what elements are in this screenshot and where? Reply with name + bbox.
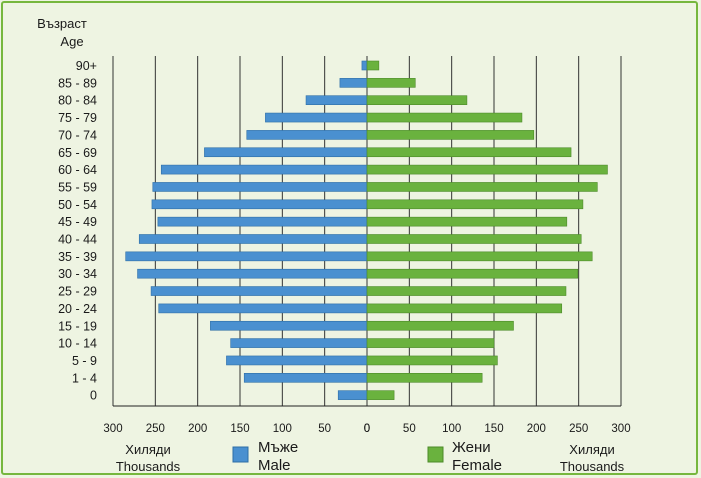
- age-label: 30 - 34: [58, 267, 97, 281]
- bar-male-5: [204, 147, 368, 158]
- bar-female-8: [366, 199, 584, 210]
- bar-male-19: [337, 390, 368, 400]
- x-tick-label-center-0: 0: [364, 423, 370, 435]
- bar-male-4: [246, 130, 368, 140]
- bar-female-4: [366, 130, 535, 140]
- x-tick-label-left-200: 200: [188, 423, 207, 435]
- x-tick-label-left-50: 50: [318, 423, 331, 435]
- age-label: 1 - 4: [72, 371, 97, 385]
- x-tick-label-left-150: 150: [230, 423, 249, 435]
- unit-label-right-en: Thousands: [560, 459, 625, 474]
- age-label: 45 - 49: [58, 215, 97, 229]
- age-label: 5 - 9: [72, 354, 97, 368]
- bar-male-12: [137, 268, 368, 279]
- age-label: 20 - 24: [58, 302, 97, 316]
- age-label: 50 - 54: [58, 198, 97, 212]
- x-tick-label-left-100: 100: [273, 423, 292, 435]
- x-tick-label-right-250: 250: [569, 423, 588, 435]
- age-label: 85 - 89: [58, 76, 97, 90]
- bar-male-15: [210, 320, 368, 331]
- x-tick-label-right-50: 50: [403, 423, 416, 435]
- bar-female-12: [366, 268, 579, 279]
- bar-male-1: [339, 78, 368, 88]
- age-label: 0: [90, 389, 97, 403]
- bar-male-7: [152, 182, 368, 192]
- bar-female-16: [366, 338, 495, 348]
- x-tick-label-right-300: 300: [611, 423, 630, 435]
- bar-female-3: [366, 112, 523, 123]
- bar-male-16: [230, 338, 368, 348]
- bar-male-11: [125, 251, 368, 262]
- bar-female-9: [366, 216, 568, 227]
- bar-female-11: [366, 251, 593, 262]
- bar-male-14: [158, 303, 368, 314]
- age-label: 80 - 84: [58, 94, 97, 108]
- age-label: 90+: [76, 59, 97, 73]
- bar-female-0: [366, 60, 380, 71]
- bars: [125, 60, 608, 400]
- unit-label-left-bg: Хиляди: [125, 442, 170, 457]
- bar-male-10: [138, 234, 368, 244]
- age-label: 55 - 59: [58, 180, 97, 194]
- bar-female-17: [366, 355, 498, 366]
- age-label: 25 - 29: [58, 285, 97, 299]
- unit-label-right-bg: Хиляди: [569, 442, 614, 457]
- age-label: 75 - 79: [58, 111, 97, 125]
- age-label: 40 - 44: [58, 233, 97, 247]
- bar-male-9: [157, 216, 368, 227]
- legend-swatch-female: [427, 446, 444, 463]
- bar-female-13: [366, 286, 567, 296]
- gridlines: [112, 56, 622, 406]
- x-tick-label-right-200: 200: [527, 423, 546, 435]
- bar-female-2: [366, 95, 468, 105]
- bar-female-14: [366, 303, 563, 314]
- age-label: 70 - 74: [58, 128, 97, 142]
- age-label: 10 - 14: [58, 337, 97, 351]
- bar-female-1: [366, 78, 416, 88]
- legend-label-female-en: Female: [452, 457, 502, 474]
- y-axis-title-en: Age: [60, 34, 83, 49]
- age-labels: 90+ 85 - 89 80 - 84 75 - 79 70 - 74 65 - 69 60…: [58, 59, 97, 403]
- x-tick-label-left-0: 0: [364, 423, 370, 435]
- bar-male-0: [361, 60, 368, 71]
- unit-label-left-en: Thousands: [116, 459, 181, 474]
- bar-female-18: [366, 372, 483, 383]
- x-tick-label-right-150: 150: [484, 423, 503, 435]
- bar-male-6: [160, 164, 368, 175]
- x-tick-label-right-100: 100: [442, 423, 461, 435]
- bar-male-8: [151, 199, 368, 210]
- bar-female-5: [366, 147, 572, 158]
- age-label: 60 - 64: [58, 163, 97, 177]
- age-label: 15 - 19: [58, 319, 97, 333]
- legend-label-female-bg: Жени: [452, 439, 491, 456]
- bar-male-13: [150, 286, 368, 296]
- legend-label-male-en: Male: [258, 457, 291, 474]
- bar-female-19: [366, 390, 395, 400]
- age-label: 65 - 69: [58, 146, 97, 160]
- bar-male-18: [243, 372, 368, 383]
- bar-male-17: [226, 355, 368, 366]
- legend-swatch-male: [232, 446, 249, 463]
- bar-female-10: [366, 234, 582, 244]
- x-tick-label-left-300: 300: [103, 423, 122, 435]
- bar-female-6: [366, 164, 608, 175]
- x-tick-label-left-250: 250: [146, 423, 165, 435]
- bar-female-7: [366, 182, 598, 192]
- y-axis-title-bg: Възраст: [37, 16, 87, 31]
- bar-male-3: [265, 112, 368, 123]
- legend-label-male-bg: Мъже: [258, 439, 298, 456]
- bar-female-15: [366, 320, 514, 331]
- age-label: 35 - 39: [58, 250, 97, 264]
- bar-male-2: [305, 95, 368, 105]
